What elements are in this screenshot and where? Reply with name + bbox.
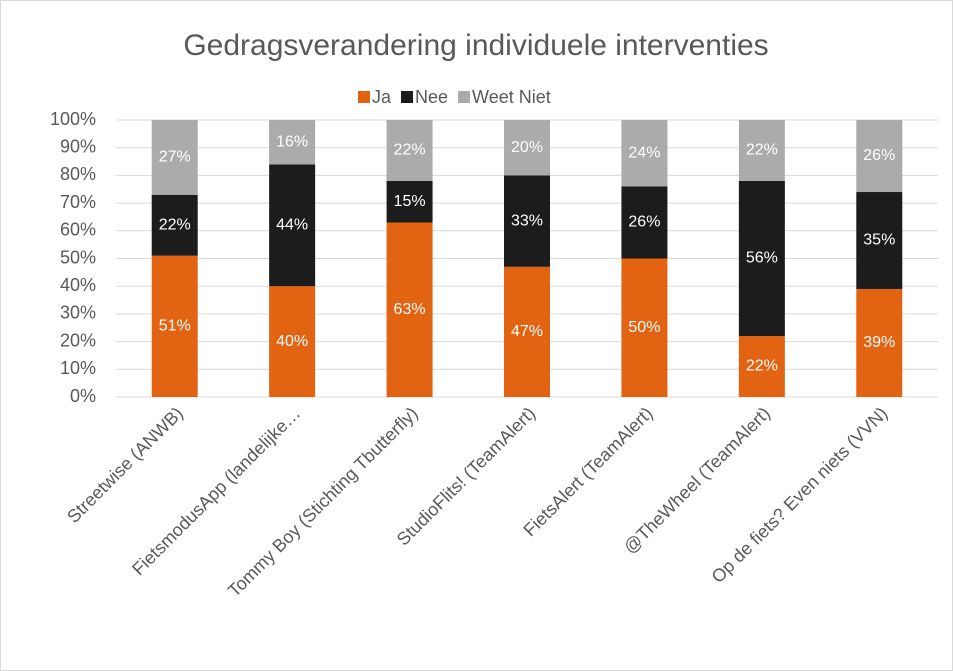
legend-label: Ja bbox=[372, 87, 392, 107]
data-label: 15% bbox=[394, 193, 426, 210]
bar-segment bbox=[621, 120, 668, 187]
legend-label: Weet Niet bbox=[472, 87, 551, 107]
legend-label: Nee bbox=[415, 87, 448, 107]
y-tick-label: 20% bbox=[60, 330, 96, 350]
y-tick-label: 90% bbox=[60, 136, 96, 156]
bar-segment bbox=[856, 288, 903, 397]
bar-segment bbox=[269, 120, 316, 165]
y-tick-label: 80% bbox=[60, 164, 96, 184]
data-label: 51% bbox=[159, 318, 191, 335]
data-label: 35% bbox=[863, 232, 895, 249]
data-label: 44% bbox=[276, 216, 308, 233]
y-tick-label: 30% bbox=[60, 303, 96, 323]
legend-swatch bbox=[401, 91, 414, 103]
y-tick-label: 10% bbox=[60, 358, 96, 378]
bar-segment bbox=[504, 175, 550, 267]
data-label: 24% bbox=[628, 144, 660, 161]
bar-segment bbox=[386, 120, 433, 181]
data-label: 22% bbox=[746, 358, 778, 375]
legend-swatch bbox=[458, 91, 471, 103]
bar-segment bbox=[621, 186, 668, 259]
y-tick-label: 100% bbox=[50, 109, 96, 129]
data-label: 50% bbox=[628, 319, 660, 336]
bar-segment bbox=[856, 120, 903, 193]
y-tick-label: 60% bbox=[60, 220, 96, 240]
bar-segment bbox=[151, 194, 198, 256]
y-tick-label: 70% bbox=[60, 192, 96, 212]
chart-title: Gedragsverandering individuele intervent… bbox=[183, 29, 768, 62]
data-label: 26% bbox=[863, 147, 895, 164]
y-tick-label: 50% bbox=[60, 247, 96, 267]
bar-segment bbox=[504, 120, 550, 176]
bar-segment bbox=[738, 180, 785, 337]
bar-segment bbox=[738, 120, 785, 181]
data-label: 16% bbox=[276, 133, 308, 150]
data-label: 56% bbox=[746, 250, 778, 267]
data-label: 26% bbox=[628, 214, 660, 231]
bar-segment bbox=[621, 258, 668, 397]
bar-segment bbox=[151, 120, 198, 195]
legend-swatch bbox=[358, 91, 370, 103]
bar-segment bbox=[738, 336, 785, 397]
data-label: 39% bbox=[863, 334, 895, 351]
bar-segment bbox=[504, 266, 550, 397]
y-tick-label: 0% bbox=[70, 386, 96, 406]
data-label: 20% bbox=[511, 139, 543, 156]
data-label: 22% bbox=[159, 216, 191, 233]
data-label: 22% bbox=[746, 142, 778, 159]
y-tick-label: 40% bbox=[60, 275, 96, 295]
bar-segment bbox=[151, 255, 198, 397]
bar-segment bbox=[269, 164, 316, 287]
data-label: 47% bbox=[511, 323, 543, 340]
bar-segment bbox=[856, 192, 903, 289]
data-label: 40% bbox=[276, 333, 308, 350]
bar-segment bbox=[386, 222, 433, 397]
data-label: 33% bbox=[511, 212, 543, 229]
bar-segment bbox=[269, 286, 316, 397]
data-label: 63% bbox=[394, 301, 426, 318]
data-label: 27% bbox=[159, 149, 191, 166]
bar-segment bbox=[386, 180, 433, 223]
data-label: 22% bbox=[394, 142, 426, 159]
